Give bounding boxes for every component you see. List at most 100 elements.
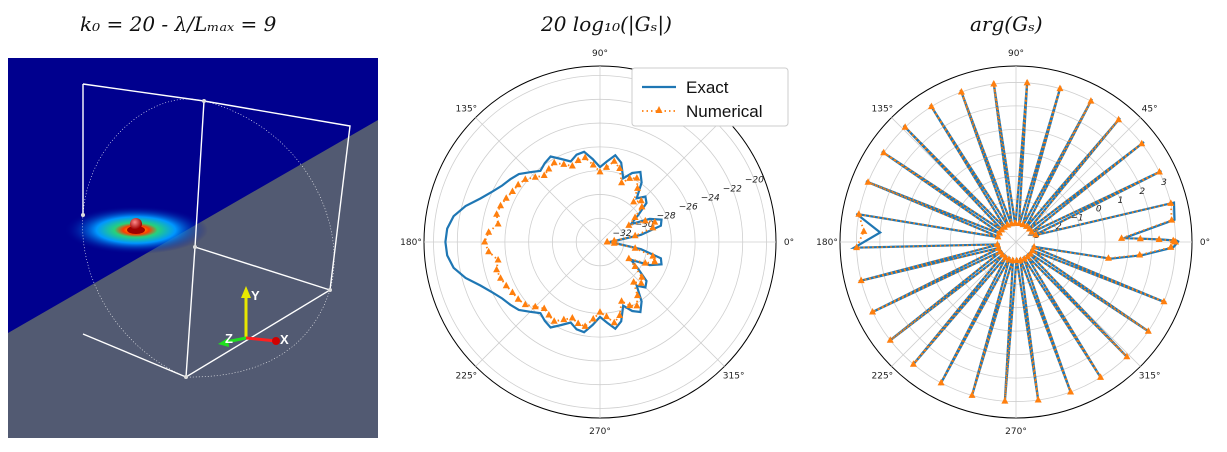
numerical-marker	[618, 297, 626, 304]
numerical-marker	[596, 167, 604, 175]
numerical-marker	[1155, 235, 1163, 243]
numerical-marker	[886, 336, 894, 343]
radial-tick-label: −28	[657, 211, 676, 221]
numerical-marker	[626, 174, 634, 181]
numerical-marker	[1115, 115, 1123, 123]
axis-label-y: Y	[251, 288, 260, 303]
numerical-marker	[633, 174, 641, 181]
numerical-marker	[502, 281, 510, 289]
numerical-marker	[493, 265, 501, 273]
numerical-marker	[545, 164, 553, 172]
numerical-marker	[610, 318, 618, 326]
orientation-axes: Y Z X	[218, 286, 289, 347]
numerical-marker	[957, 88, 965, 95]
numerical-marker	[1155, 168, 1163, 175]
legend-numerical-marker	[655, 106, 663, 113]
angle-tick-label: 225°	[456, 372, 478, 382]
numerical-marker	[990, 79, 998, 87]
numerical-marker	[1026, 250, 1034, 257]
numerical-marker	[508, 288, 516, 296]
numerical-marker	[531, 173, 539, 180]
radial-tick-label: −2	[1049, 222, 1063, 232]
wireframe	[81, 83, 351, 379]
radial-tick-label: 0	[1096, 205, 1102, 215]
angle-tick-label: 180°	[400, 238, 422, 248]
legend-numerical-label: Numerical	[686, 102, 763, 121]
numerical-marker	[545, 311, 553, 318]
numerical-marker	[638, 202, 646, 210]
ground-plane	[8, 58, 378, 333]
legend-box	[631, 67, 789, 127]
angle-tick-label: 45°	[1142, 104, 1158, 114]
numerical-marker	[937, 378, 945, 386]
numerical-marker	[968, 391, 976, 398]
numerical-marker	[631, 213, 639, 220]
legend: Exact Numerical	[631, 67, 789, 127]
magnitude-polar-chart: 0°45°90°135°180°225°270°315°−32−30−28−26…	[390, 40, 810, 452]
numerical-marker	[550, 317, 558, 324]
numerical-marker	[1104, 254, 1112, 261]
angle-tick-label: 225°	[872, 372, 894, 382]
numerical-marker	[481, 238, 489, 245]
numerical-marker	[560, 160, 568, 167]
numerical-marker	[603, 163, 611, 170]
scene-view[interactable]: Y Z X	[8, 58, 378, 438]
numerical-marker	[1123, 352, 1131, 360]
numerical-marker	[581, 153, 589, 161]
numerical-marker	[581, 322, 589, 329]
radial-tick-label: 1	[1118, 196, 1124, 206]
numerical-marker	[630, 278, 638, 285]
numerical-marker	[637, 196, 645, 204]
numerical-marker	[869, 307, 877, 315]
numerical-marker	[994, 232, 1002, 240]
numerical-marker	[1087, 97, 1095, 104]
angular-gridline	[475, 117, 601, 243]
numerical-marker	[493, 210, 501, 217]
angle-tick-label: 315°	[723, 372, 745, 382]
polar-grid	[839, 65, 1193, 419]
angular-gridline	[599, 117, 725, 243]
numerical-marker	[1172, 238, 1180, 245]
numerical-marker	[568, 313, 576, 321]
numerical-marker	[497, 201, 505, 209]
numerical-marker	[1138, 139, 1146, 147]
numerical-marker	[603, 238, 611, 245]
numerical-marker	[540, 171, 548, 178]
numerical-marker	[1136, 251, 1144, 258]
polar-grid	[423, 65, 777, 419]
numerical-marker	[651, 257, 659, 265]
radial-tick-label: −20	[745, 176, 764, 186]
numerical-marker	[1056, 84, 1064, 92]
numerical-marker	[589, 160, 597, 168]
angle-tick-label: 90°	[1008, 49, 1024, 59]
numerical-marker	[568, 162, 576, 169]
angle-tick-label: 270°	[1005, 427, 1027, 437]
numerical-marker	[485, 247, 493, 255]
numerical-marker	[625, 221, 633, 228]
numerical-marker	[494, 255, 502, 263]
numerical-marker	[1007, 219, 1015, 227]
numerical-marker	[1136, 234, 1144, 242]
radial-tick-label: −32	[613, 229, 632, 239]
numerical-marker	[631, 262, 639, 270]
numerical-marker	[626, 301, 634, 309]
exact-curve	[444, 150, 663, 334]
point-source	[127, 218, 145, 234]
numerical-marker	[651, 218, 659, 225]
exact-series	[444, 150, 663, 334]
numerical-marker	[618, 178, 626, 186]
angle-tick-label: 0°	[1200, 238, 1210, 248]
numerical-marker	[610, 157, 618, 164]
magnitude-title: 20 log₁₀(|Gₛ|)	[541, 12, 672, 36]
numerical-marker	[540, 304, 548, 312]
numerical-marker	[560, 315, 568, 323]
numerical-marker	[531, 302, 539, 310]
numerical-marker	[864, 178, 872, 185]
numerical-marker	[521, 175, 529, 182]
numerical-marker	[909, 360, 917, 367]
numerical-marker	[596, 308, 604, 315]
numerical-marker	[634, 184, 642, 191]
numerical-marker	[1029, 246, 1037, 254]
numerical-series	[853, 78, 1180, 404]
numerical-marker	[641, 216, 649, 224]
